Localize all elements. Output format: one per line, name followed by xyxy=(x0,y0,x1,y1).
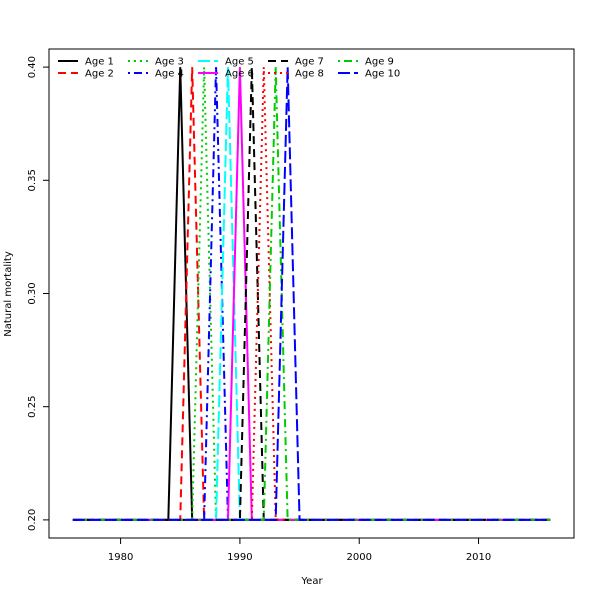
x-tick-label: 1980 xyxy=(108,552,133,563)
y-tick-label: 0.35 xyxy=(27,169,38,191)
legend-label-age-1: Age 1 xyxy=(85,57,114,68)
legend-label-age-10: Age 10 xyxy=(365,69,400,80)
x-axis: 1980 1990 2000 2010 xyxy=(108,537,491,563)
legend-label-age-8: Age 8 xyxy=(295,69,324,80)
y-tick-label: 0.30 xyxy=(27,282,38,304)
y-tick-label: 0.25 xyxy=(27,396,38,418)
plot-lines xyxy=(72,67,551,521)
y-axis: 0.20 0.25 0.30 0.35 0.40 xyxy=(27,56,50,531)
x-tick-label: 2010 xyxy=(466,552,491,563)
legend-label-age-9: Age 9 xyxy=(365,57,394,68)
series-line-age-9 xyxy=(72,67,551,521)
legend-label-age-6: Age 6 xyxy=(225,69,254,80)
legend-label-age-4: Age 4 xyxy=(155,69,184,80)
legend-label-age-5: Age 5 xyxy=(225,57,254,68)
series-line-age-7 xyxy=(72,67,551,521)
x-tick-label: 2000 xyxy=(347,552,372,563)
x-axis-title: Year xyxy=(300,576,323,587)
x-tick-label: 1990 xyxy=(227,552,252,563)
legend-label-age-3: Age 3 xyxy=(155,57,184,68)
y-axis-title: Natural mortality xyxy=(3,251,14,337)
legend-label-age-7: Age 7 xyxy=(295,57,324,68)
y-tick-label: 0.40 xyxy=(27,56,38,78)
legend-label-age-2: Age 2 xyxy=(85,69,114,80)
series-line-age-10 xyxy=(72,67,551,521)
y-tick-label: 0.20 xyxy=(27,509,38,531)
